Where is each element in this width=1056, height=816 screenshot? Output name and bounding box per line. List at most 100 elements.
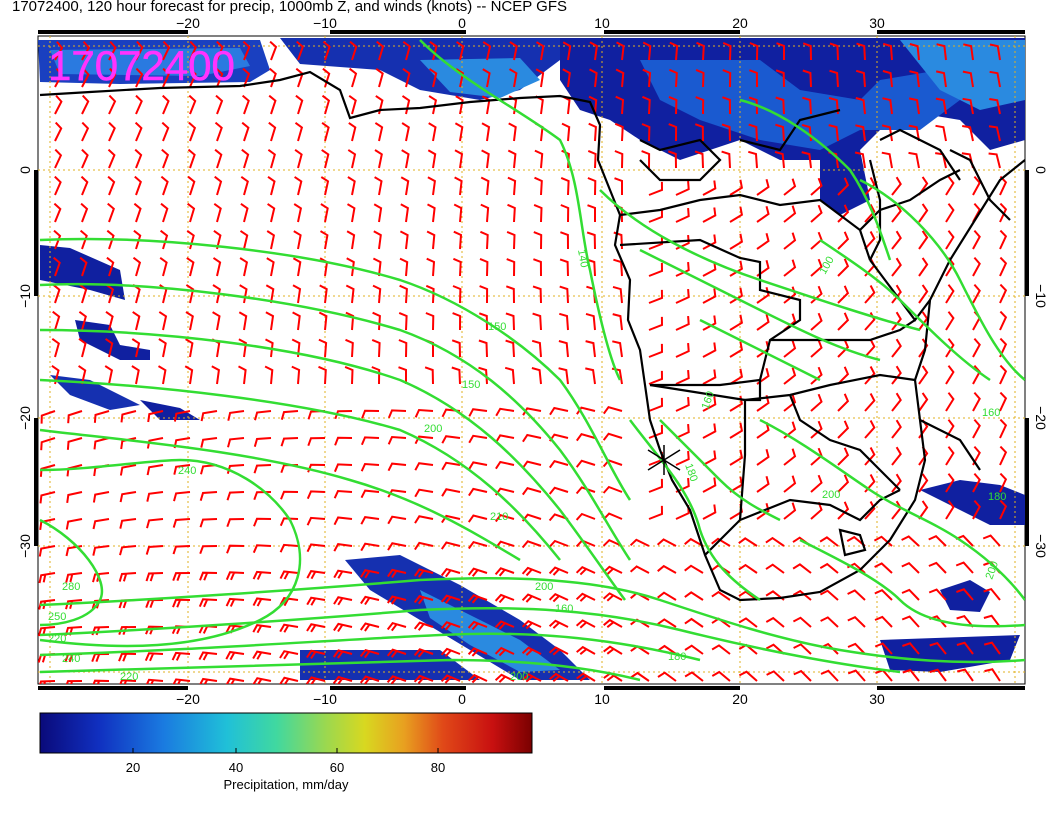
wind-barb (295, 94, 304, 115)
wind-barb (413, 648, 434, 658)
wind-barb (783, 475, 797, 493)
wind-barb (783, 286, 797, 304)
lon-tick-bottom: 0 (458, 691, 466, 707)
wind-barb (575, 459, 596, 468)
wind-barb (279, 517, 299, 527)
wind-barb (576, 645, 596, 655)
wind-barb (955, 561, 974, 574)
wind-barb (241, 121, 250, 142)
wind-barb (467, 594, 488, 604)
wind-barb (901, 535, 920, 547)
wind-barb (810, 339, 823, 358)
wind-barb (675, 343, 690, 358)
wind-barb (279, 676, 299, 684)
wind-barb (908, 97, 920, 115)
contour-label: 160 (982, 407, 1000, 419)
wind-barb (305, 676, 326, 684)
wind-barb (531, 367, 542, 385)
wind-barb (881, 124, 893, 142)
wind-barb (575, 512, 596, 521)
wind-barb (131, 338, 141, 358)
lat-tick-left: −10 (17, 284, 33, 308)
wind-barb (999, 256, 1008, 277)
wind-barb (306, 570, 326, 580)
wind-barb (119, 464, 137, 476)
wind-barb (603, 645, 623, 655)
wind-barb (280, 410, 299, 420)
wind-barb (372, 257, 382, 277)
wind-barb (441, 514, 461, 524)
lat-tick-right: −20 (1033, 406, 1049, 430)
wind-barb (479, 230, 489, 250)
wind-barb (882, 97, 893, 115)
wind-barb (184, 365, 194, 385)
lon-tick-top: 30 (869, 15, 885, 31)
wind-barb (828, 96, 839, 115)
wind-barb (801, 151, 812, 169)
wind-barb (901, 615, 920, 628)
wind-barb (585, 367, 596, 385)
wind-barb (855, 124, 866, 142)
wind-barb (945, 230, 955, 250)
wind-barb (135, 94, 143, 115)
wind-barb (78, 337, 87, 358)
wind-barb (212, 257, 222, 277)
wind-barb (454, 176, 463, 196)
wind-barb (467, 620, 488, 631)
wind-barb (171, 651, 191, 661)
wind-barb (398, 311, 408, 331)
wind-barb (494, 673, 515, 683)
wind-barb (161, 121, 170, 142)
wind-barb (846, 535, 866, 547)
wind-barb (215, 67, 224, 88)
wind-barb (213, 229, 222, 250)
lon-tick-top: −20 (176, 15, 200, 31)
colorbar-tick: 40 (229, 760, 243, 775)
wind-barb (145, 678, 164, 684)
wind-barb (576, 672, 596, 682)
wind-barb (401, 149, 410, 169)
wind-barb (648, 424, 664, 439)
wind-barb (414, 435, 434, 445)
wind-barb (533, 231, 543, 250)
wind-barb (675, 208, 690, 223)
contour-label: 160 (700, 390, 718, 411)
wind-barb (630, 671, 650, 682)
wind-barb (675, 397, 690, 412)
lon-tick-bottom: 10 (594, 691, 610, 707)
wind-barb (267, 203, 276, 223)
wind-barb (945, 203, 955, 223)
wind-barb (891, 176, 902, 196)
wind-barb (92, 545, 110, 556)
wind-barb (80, 202, 89, 223)
lat-tick-right: −10 (1033, 284, 1049, 308)
wind-barb (602, 512, 623, 521)
wind-barb (53, 229, 62, 250)
wind-barb (695, 96, 705, 115)
wind-barb (963, 43, 974, 61)
wind-barb (891, 365, 902, 385)
wind-barb (585, 340, 596, 358)
wind-barb (616, 41, 625, 61)
wind-barb (291, 365, 301, 385)
wind-barb (78, 365, 87, 385)
wind-barb (749, 69, 758, 88)
wind-barb (521, 620, 542, 630)
wind-barb (387, 542, 407, 551)
coastlines (39, 70, 1025, 602)
wind-barb (945, 365, 955, 385)
wind-barb (648, 343, 664, 358)
wind-barb (929, 668, 947, 682)
wind-barb (918, 203, 929, 223)
wind-barb (135, 67, 144, 88)
wind-barb (702, 288, 717, 304)
wind-barb (533, 203, 543, 223)
wind-barb (211, 365, 220, 385)
wind-barb (226, 544, 245, 554)
wind-barb (648, 181, 664, 196)
wind-barb (452, 285, 462, 304)
wind-barb (321, 149, 330, 169)
wind-barb (945, 500, 955, 520)
wind-barb (918, 365, 929, 385)
wind-barb (874, 642, 893, 655)
